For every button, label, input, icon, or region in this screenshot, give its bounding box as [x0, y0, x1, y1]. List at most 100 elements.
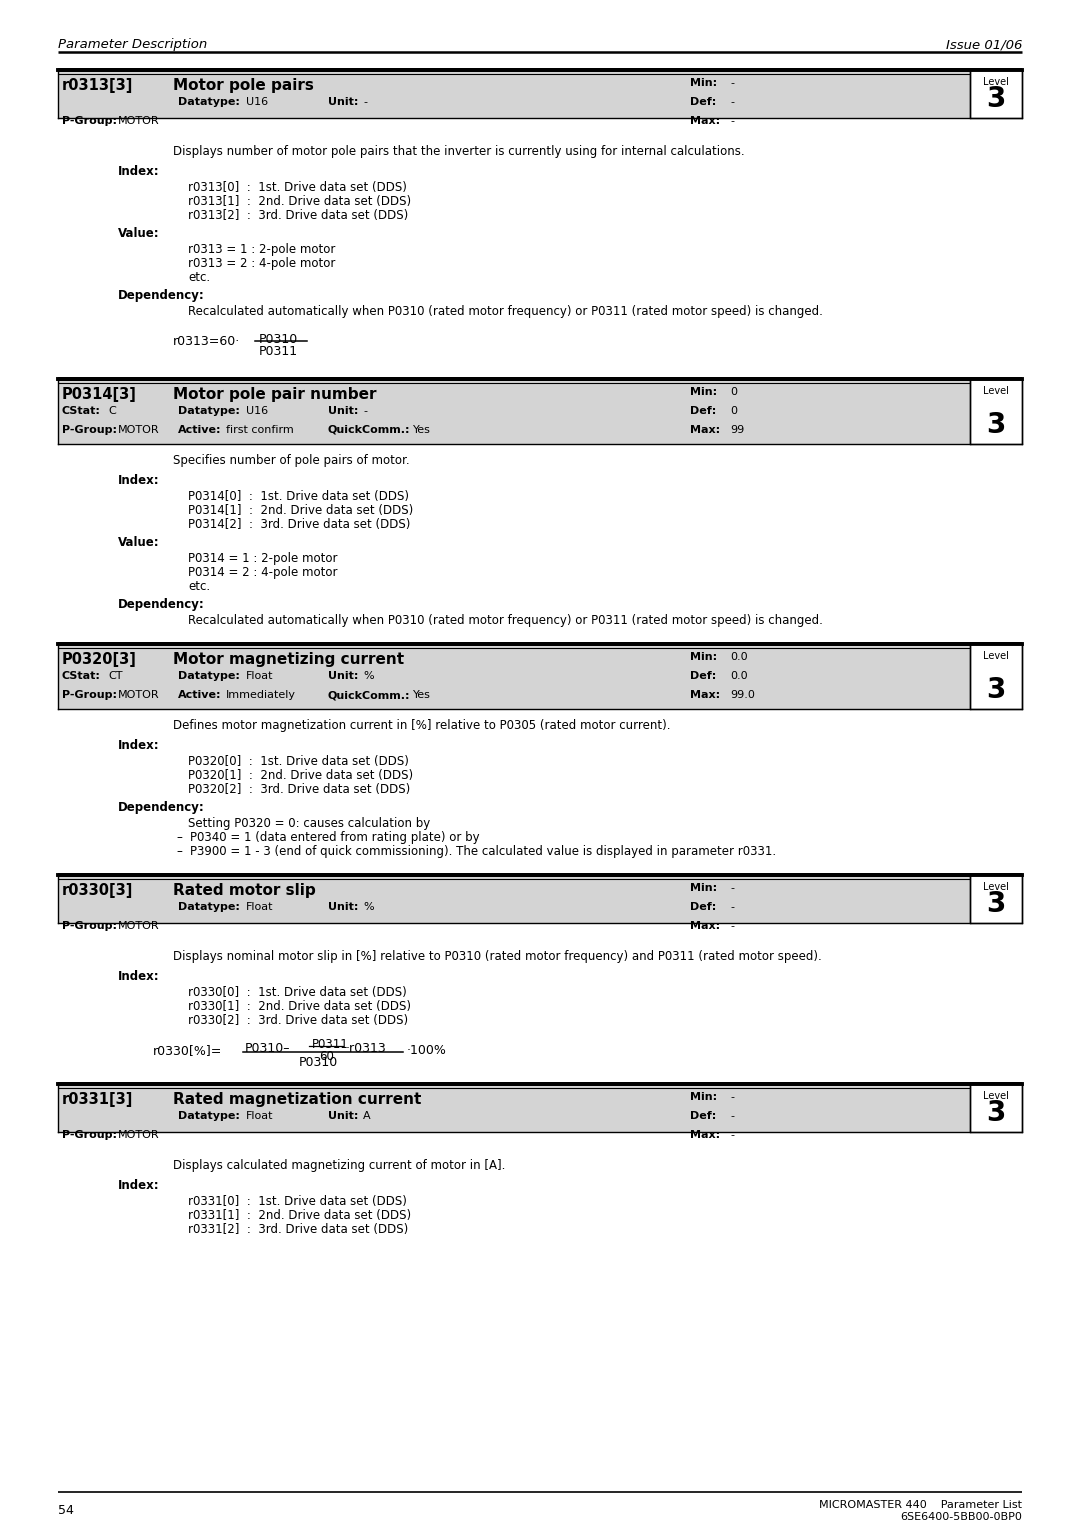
Text: 99.0: 99.0	[730, 691, 755, 700]
Text: ·r0313: ·r0313	[346, 1042, 387, 1054]
Text: etc.: etc.	[188, 581, 211, 593]
Text: Immediately: Immediately	[226, 691, 296, 700]
Text: C: C	[108, 406, 116, 416]
Text: P0320[3]: P0320[3]	[62, 652, 137, 668]
Text: Displays number of motor pole pairs that the inverter is currently using for int: Displays number of motor pole pairs that…	[173, 145, 744, 157]
Text: Motor pole pairs: Motor pole pairs	[173, 78, 314, 93]
Text: P0320[0]  :  1st. Drive data set (DDS): P0320[0] : 1st. Drive data set (DDS)	[188, 755, 409, 769]
Text: Def:: Def:	[690, 902, 716, 912]
Text: Dependency:: Dependency:	[118, 597, 205, 611]
Text: P0310–: P0310–	[245, 1042, 291, 1054]
Text: Max:: Max:	[690, 691, 720, 700]
Text: r0331[1]  :  2nd. Drive data set (DDS): r0331[1] : 2nd. Drive data set (DDS)	[188, 1209, 411, 1222]
Text: –: –	[176, 845, 181, 859]
Text: %: %	[363, 671, 374, 681]
Bar	[970, 70, 1022, 118]
Bar	[970, 643, 1022, 709]
Text: MOTOR: MOTOR	[118, 921, 160, 931]
Text: 3: 3	[986, 1099, 1005, 1128]
Text: P-Group:: P-Group:	[62, 691, 117, 700]
Text: Yes: Yes	[413, 691, 431, 700]
Text: CT: CT	[108, 671, 122, 681]
Text: Motor magnetizing current: Motor magnetizing current	[173, 652, 404, 668]
Text: 54: 54	[58, 1504, 73, 1517]
Text: MICROMASTER 440    Parameter List: MICROMASTER 440 Parameter List	[819, 1500, 1022, 1510]
Text: r0330[3]: r0330[3]	[62, 883, 133, 898]
Text: QuickComm.:: QuickComm.:	[328, 425, 410, 435]
Text: 3: 3	[986, 675, 1005, 704]
Text: Motor pole pair number: Motor pole pair number	[173, 387, 377, 402]
Text: Yes: Yes	[413, 425, 431, 435]
Text: 6SE6400-5BB00-0BP0: 6SE6400-5BB00-0BP0	[900, 1513, 1022, 1522]
Text: MOTOR: MOTOR	[118, 116, 160, 125]
Text: -: -	[730, 78, 734, 89]
Text: CStat:: CStat:	[62, 671, 100, 681]
Text: Level: Level	[983, 387, 1009, 396]
Text: Def:: Def:	[690, 96, 716, 107]
Text: MOTOR: MOTOR	[118, 1131, 160, 1140]
Text: r0313[1]  :  2nd. Drive data set (DDS): r0313[1] : 2nd. Drive data set (DDS)	[188, 196, 411, 208]
Text: -: -	[730, 902, 734, 912]
Text: -: -	[730, 96, 734, 107]
Text: Min:: Min:	[690, 387, 717, 397]
Text: P0340 = 1 (data entered from rating plate) or by: P0340 = 1 (data entered from rating plat…	[190, 831, 480, 843]
Text: r0313[3]: r0313[3]	[62, 78, 133, 93]
Text: -: -	[730, 883, 734, 892]
Text: Datatype:: Datatype:	[178, 902, 240, 912]
Text: P0311: P0311	[259, 345, 298, 358]
Bar	[58, 70, 1022, 118]
Bar	[970, 379, 1022, 445]
Bar	[58, 379, 1022, 445]
Bar	[58, 643, 1022, 709]
Text: -: -	[730, 1093, 734, 1102]
Text: P0314[0]  :  1st. Drive data set (DDS): P0314[0] : 1st. Drive data set (DDS)	[188, 490, 409, 503]
Text: r0313 = 1 : 2-pole motor: r0313 = 1 : 2-pole motor	[188, 243, 336, 257]
Text: Displays nominal motor slip in [%] relative to P0310 (rated motor frequency) and: Displays nominal motor slip in [%] relat…	[173, 950, 822, 963]
Text: Unit:: Unit:	[328, 406, 359, 416]
Text: r0330[%]=: r0330[%]=	[153, 1044, 222, 1057]
Text: Def:: Def:	[690, 1111, 716, 1122]
Text: Index:: Index:	[118, 474, 160, 487]
Text: -: -	[730, 921, 734, 931]
Text: P0314[3]: P0314[3]	[62, 387, 137, 402]
Text: Unit:: Unit:	[328, 671, 359, 681]
Text: –: –	[176, 831, 181, 843]
Bar	[970, 1083, 1022, 1132]
Text: P0310: P0310	[259, 333, 298, 345]
Text: 0: 0	[730, 387, 737, 397]
Text: etc.: etc.	[188, 270, 211, 284]
Text: Level: Level	[983, 882, 1009, 892]
Text: P-Group:: P-Group:	[62, 425, 117, 435]
Text: Unit:: Unit:	[328, 902, 359, 912]
Text: -: -	[363, 96, 367, 107]
Text: P-Group:: P-Group:	[62, 1131, 117, 1140]
Text: Rated motor slip: Rated motor slip	[173, 883, 315, 898]
Text: ·100%: ·100%	[407, 1044, 447, 1057]
Text: MOTOR: MOTOR	[118, 691, 160, 700]
Text: Displays calculated magnetizing current of motor in [A].: Displays calculated magnetizing current …	[173, 1160, 505, 1172]
Bar	[58, 1083, 1022, 1132]
Text: 3: 3	[986, 411, 1005, 439]
Text: Index:: Index:	[118, 1180, 160, 1192]
Text: Min:: Min:	[690, 652, 717, 662]
Text: Datatype:: Datatype:	[178, 1111, 240, 1122]
Text: -: -	[363, 406, 367, 416]
Text: Max:: Max:	[690, 1131, 720, 1140]
Text: Index:: Index:	[118, 970, 160, 983]
Text: first confirm: first confirm	[226, 425, 294, 435]
Text: Datatype:: Datatype:	[178, 406, 240, 416]
Text: r0331[3]: r0331[3]	[62, 1093, 133, 1106]
Text: Index:: Index:	[118, 165, 160, 177]
Text: Dependency:: Dependency:	[118, 801, 205, 814]
Text: Min:: Min:	[690, 883, 717, 892]
Text: Issue 01/06: Issue 01/06	[946, 38, 1022, 50]
Text: r0313[2]  :  3rd. Drive data set (DDS): r0313[2] : 3rd. Drive data set (DDS)	[188, 209, 408, 222]
Text: r0313[0]  :  1st. Drive data set (DDS): r0313[0] : 1st. Drive data set (DDS)	[188, 180, 407, 194]
Text: Float: Float	[246, 1111, 273, 1122]
Text: Unit:: Unit:	[328, 1111, 359, 1122]
Text: Index:: Index:	[118, 740, 160, 752]
Text: Specifies number of pole pairs of motor.: Specifies number of pole pairs of motor.	[173, 454, 409, 468]
Text: Min:: Min:	[690, 78, 717, 89]
Text: Float: Float	[246, 902, 273, 912]
Text: CStat:: CStat:	[62, 406, 100, 416]
